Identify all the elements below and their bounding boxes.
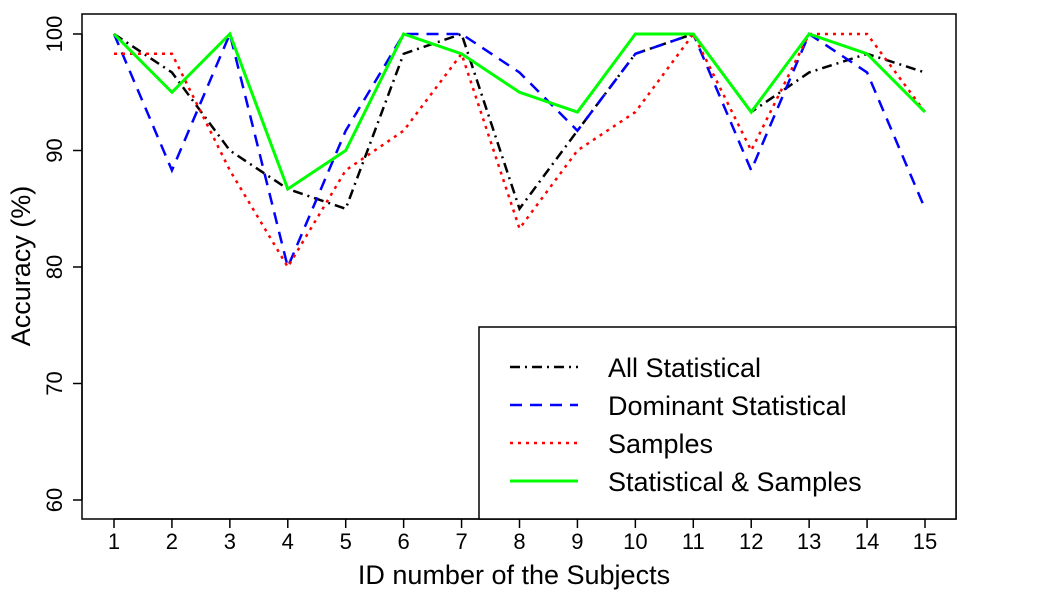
- legend-label-2: Dominant Statistical: [608, 391, 847, 421]
- legend-label-1: All Statistical: [608, 353, 761, 383]
- x-tick-label-4: 4: [282, 529, 294, 554]
- y-tick-label-100: 100: [42, 16, 67, 53]
- series-line-3: [114, 34, 925, 267]
- x-tick-label-5: 5: [340, 529, 352, 554]
- x-tick-label-9: 9: [571, 529, 583, 554]
- x-tick-label-2: 2: [166, 529, 178, 554]
- x-axis-label: ID number of the Subjects: [358, 560, 670, 590]
- y-tick-label-80: 80: [42, 255, 67, 279]
- x-tick-label-6: 6: [398, 529, 410, 554]
- x-tick-label-3: 3: [224, 529, 236, 554]
- x-tick-label-15: 15: [913, 529, 937, 554]
- y-tick-label-60: 60: [42, 488, 67, 512]
- legend-label-4: Statistical & Samples: [608, 467, 862, 497]
- x-tick-label-13: 13: [797, 529, 821, 554]
- x-tick-label-11: 11: [682, 529, 705, 554]
- series-layer: [114, 34, 925, 267]
- x-tick-label-12: 12: [739, 529, 763, 554]
- y-axis: 60 70 80 90 100: [42, 16, 82, 513]
- legend: All Statistical Dominant Statistical Sampl…: [479, 327, 956, 519]
- y-tick-label-70: 70: [42, 371, 67, 395]
- y-tick-label-90: 90: [42, 138, 67, 162]
- x-tick-label-7: 7: [455, 529, 467, 554]
- x-tick-label-10: 10: [623, 529, 647, 554]
- x-tick-label-14: 14: [855, 529, 879, 554]
- y-axis-label: Accuracy (%): [6, 186, 36, 347]
- x-tick-label-8: 8: [513, 529, 525, 554]
- x-tick-label-1: 1: [108, 529, 120, 554]
- legend-label-3: Samples: [608, 429, 713, 459]
- series-line-2: [114, 34, 925, 267]
